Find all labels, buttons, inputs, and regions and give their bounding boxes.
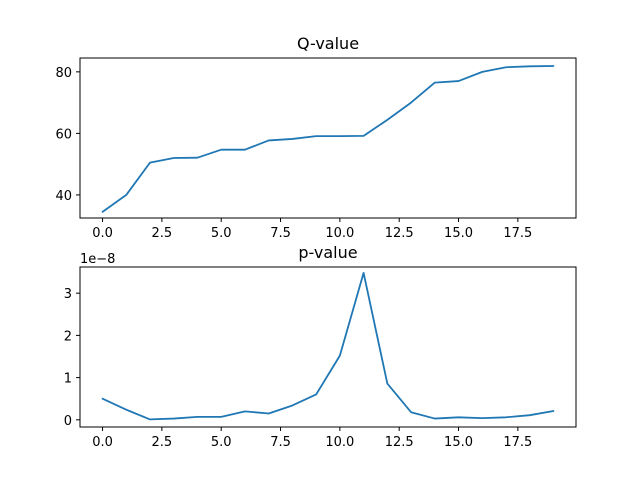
q-value-x-tick-label: 15.0: [444, 226, 473, 241]
q-value-panel: Q-value 0.0 2.5 5.0 7.5 10.0 12.5 15.0 17.5 40 6…: [55, 34, 577, 241]
p-value-x-tick-label: 15.0: [444, 435, 473, 450]
p-value-y-ticks: 0 1 2 3: [64, 287, 80, 429]
p-value-x-tick-label: 5.0: [211, 435, 232, 450]
q-value-x-tick-label: 0.0: [92, 226, 113, 241]
q-value-x-ticks: 0.0 2.5 5.0 7.5 10.0 12.5 15.0 17.5: [92, 218, 532, 241]
p-value-y-tick-label: 1: [64, 372, 72, 387]
q-value-y-tick-label: 80: [55, 66, 72, 81]
q-value-x-tick-label: 2.5: [152, 226, 173, 241]
q-value-x-tick-label: 5.0: [211, 226, 232, 241]
p-value-y-tick-label: 2: [64, 329, 72, 344]
p-value-y-tick-label: 3: [64, 287, 72, 302]
q-value-x-tick-label: 12.5: [385, 226, 414, 241]
q-value-x-tick-label: 7.5: [270, 226, 291, 241]
p-value-x-tick-label: 17.5: [503, 435, 532, 450]
p-value-offset-text: 1e−8: [80, 252, 115, 267]
q-value-axes-frame: [79, 57, 577, 219]
q-value-y-ticks: 40 60 80: [55, 66, 80, 204]
p-value-series-line: [101, 272, 555, 421]
p-value-x-tick-label: 12.5: [385, 435, 414, 450]
p-value-x-tick-label: 7.5: [270, 435, 291, 450]
p-value-x-tick-label: 10.0: [325, 435, 354, 450]
p-value-title: p-value: [298, 243, 357, 262]
q-value-x-tick-label: 17.5: [503, 226, 532, 241]
q-value-y-tick-label: 40: [55, 189, 72, 204]
p-value-axes-frame: [79, 266, 577, 428]
q-value-title: Q-value: [297, 34, 359, 53]
p-value-y-tick-label: 0: [64, 414, 72, 429]
q-value-series-line: [101, 65, 555, 213]
p-value-x-tick-label: 0.0: [92, 435, 113, 450]
p-value-panel: p-value 1e−8 0.0 2.5 5.0 7.5 10.0 12.5 15.0 17.…: [64, 243, 577, 450]
q-value-x-tick-label: 10.0: [325, 226, 354, 241]
p-value-x-ticks: 0.0 2.5 5.0 7.5 10.0 12.5 15.0 17.5: [92, 427, 532, 450]
p-value-x-tick-label: 2.5: [152, 435, 173, 450]
q-value-y-tick-label: 60: [55, 127, 72, 142]
